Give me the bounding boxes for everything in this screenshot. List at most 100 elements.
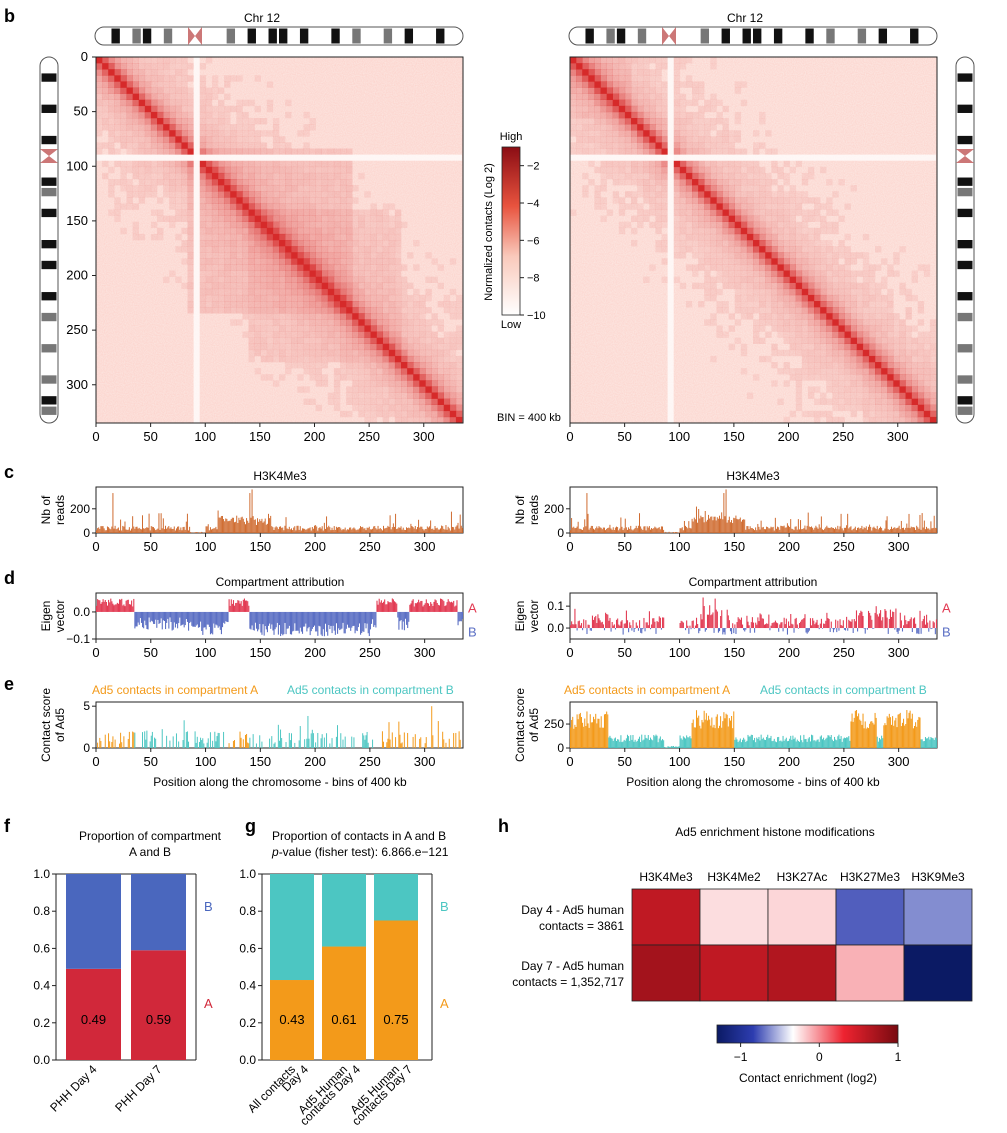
track-bar bbox=[106, 530, 107, 533]
hic-cell bbox=[747, 246, 753, 252]
hic-cell bbox=[285, 368, 291, 374]
hic-cell bbox=[444, 362, 450, 368]
track-bar bbox=[915, 624, 916, 628]
hic-cell bbox=[432, 393, 438, 399]
hic-cell bbox=[297, 246, 303, 252]
hic-cell bbox=[224, 307, 230, 313]
hic-cell bbox=[820, 356, 826, 362]
hic-cell bbox=[869, 307, 875, 313]
hic-cell bbox=[716, 277, 722, 283]
hic-cell bbox=[401, 283, 407, 289]
hic-cell bbox=[735, 240, 741, 246]
track-bar bbox=[234, 606, 235, 612]
hic-cell bbox=[735, 234, 741, 240]
hic-cell bbox=[649, 179, 655, 185]
track-bar bbox=[131, 529, 132, 533]
track-bar bbox=[374, 526, 375, 533]
hic-cell bbox=[413, 405, 419, 411]
track-bar bbox=[815, 526, 816, 533]
hic-cell bbox=[601, 185, 607, 191]
hic-cell bbox=[716, 228, 722, 234]
hic-cell bbox=[686, 142, 692, 148]
hic-cell bbox=[279, 307, 285, 313]
colorbar-tick-label: −2 bbox=[527, 161, 540, 173]
hic-cell bbox=[790, 277, 796, 283]
hic-cell bbox=[285, 161, 291, 167]
hic-cell bbox=[133, 167, 139, 173]
hic-cell bbox=[826, 386, 832, 392]
hic-cell bbox=[334, 161, 340, 167]
track-bar bbox=[820, 624, 821, 628]
track-bar bbox=[875, 528, 876, 533]
hic-cell bbox=[395, 222, 401, 228]
hic-cell bbox=[425, 307, 431, 313]
hic-cell bbox=[674, 69, 680, 75]
track-bar bbox=[804, 614, 805, 628]
hic-cell bbox=[267, 338, 273, 344]
hic-cell bbox=[899, 417, 905, 423]
hic-cell bbox=[924, 399, 930, 405]
hic-cell bbox=[291, 338, 297, 344]
hic-cell bbox=[723, 228, 729, 234]
track-ylabel-line1: Nb of bbox=[513, 495, 527, 524]
hic-cell bbox=[649, 191, 655, 197]
hic-cell bbox=[322, 277, 328, 283]
hic-cell bbox=[200, 264, 206, 270]
track-bar bbox=[422, 529, 423, 533]
hic-cell bbox=[242, 136, 248, 142]
hic-cell bbox=[826, 203, 832, 209]
hic-cell bbox=[181, 75, 187, 81]
hic-cell bbox=[735, 136, 741, 142]
track-bar bbox=[838, 628, 839, 631]
track-bar bbox=[776, 622, 777, 628]
hic-cell bbox=[918, 380, 924, 386]
hic-cell bbox=[777, 307, 783, 313]
track-bar bbox=[623, 628, 624, 635]
track-ylabel-line2: reads bbox=[527, 495, 541, 525]
hic-cell bbox=[340, 362, 346, 368]
hic-cell bbox=[395, 362, 401, 368]
track-bar bbox=[655, 628, 656, 634]
hic-cell bbox=[188, 179, 194, 185]
hic-cell bbox=[759, 173, 765, 179]
track-bar bbox=[845, 528, 846, 533]
track-bar bbox=[326, 612, 327, 632]
hic-cell bbox=[924, 332, 930, 338]
hic-cell bbox=[832, 325, 838, 331]
hic-cell bbox=[169, 81, 175, 87]
hic-cell bbox=[377, 283, 383, 289]
hic-cell bbox=[352, 246, 358, 252]
hic-cell bbox=[358, 277, 364, 283]
hic-cell bbox=[741, 313, 747, 319]
track-bar bbox=[647, 526, 648, 533]
hic-cell bbox=[838, 386, 844, 392]
hic-cell bbox=[230, 283, 236, 289]
hic-cell bbox=[364, 356, 370, 362]
track-bar bbox=[301, 612, 302, 632]
track-bar bbox=[198, 612, 199, 628]
track-y-tick-label: 0.0 bbox=[547, 621, 564, 635]
hic-cell bbox=[102, 81, 108, 87]
hic-cell bbox=[832, 362, 838, 368]
track-bar bbox=[691, 628, 692, 629]
hic-cell bbox=[759, 338, 765, 344]
ideogram-band bbox=[958, 261, 973, 269]
track-bar bbox=[321, 529, 322, 533]
hic-cell bbox=[352, 344, 358, 350]
hic-cell bbox=[845, 344, 851, 350]
track-bar bbox=[891, 617, 892, 628]
hic-cell bbox=[820, 271, 826, 277]
hic-cell bbox=[820, 203, 826, 209]
hic-cell bbox=[127, 69, 133, 75]
track-bar bbox=[694, 518, 695, 533]
track-bar bbox=[722, 628, 723, 634]
track-bar bbox=[621, 620, 622, 628]
hic-cell bbox=[303, 197, 309, 203]
hic-cell bbox=[157, 124, 163, 130]
hic-cell bbox=[814, 271, 820, 277]
hic-cell bbox=[255, 106, 261, 112]
hic-cell bbox=[802, 264, 808, 270]
hic-cell bbox=[261, 210, 267, 216]
hic-cell bbox=[255, 191, 261, 197]
hic-cell bbox=[637, 94, 643, 100]
